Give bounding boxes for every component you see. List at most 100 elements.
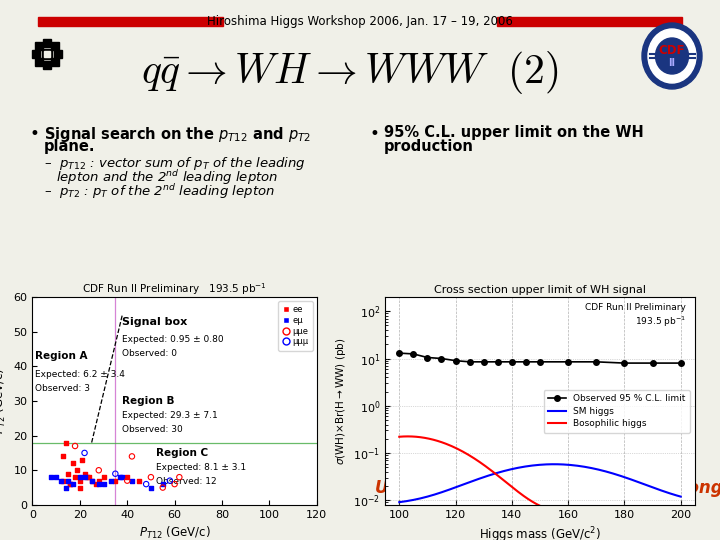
Line: SM higgs: SM higgs [400,464,680,502]
Text: CDF Run II Preliminary
193.5 pb$^{-1}$: CDF Run II Preliminary 193.5 pb$^{-1}$ [585,303,685,329]
Text: II: II [668,58,675,68]
Point [117,473,128,482]
Point [74,476,86,485]
SM higgs [470,477,479,484]
Point [72,466,84,475]
Point [74,483,86,492]
Point [93,480,104,488]
Point [81,473,93,482]
Text: plane.: plane. [44,139,96,154]
Title: CDF Run II Preliminary   193.5 pb$^{-1}$: CDF Run II Preliminary 193.5 pb$^{-1}$ [82,281,267,297]
SM higgs [395,499,404,505]
Line: Observed 95 % C.L. limit: Observed 95 % C.L. limit [397,350,683,366]
Observed 95 % C.L. limit [493,359,502,365]
Ellipse shape [642,23,702,89]
Observed 95 % C.L. limit [395,350,404,356]
Point [98,480,109,488]
Point [105,476,117,485]
Point [145,483,157,492]
Bar [32,50,40,58]
Point [122,476,133,485]
Observed 95 % C.L. limit [536,359,544,365]
Bar [44,51,50,57]
Observed 95 % C.L. limit [465,359,474,365]
Bar [43,61,51,69]
Text: production: production [384,139,474,154]
Point [55,476,66,485]
Ellipse shape [648,29,696,83]
Bar [35,42,43,50]
Point [145,473,157,482]
Point [67,459,78,468]
Bar [43,39,51,47]
Point [169,480,181,488]
Point [114,473,126,482]
Point [140,480,152,488]
Observed 95 % C.L. limit [676,360,685,366]
Bosophilic higgs [676,511,685,518]
Text: Expected: 6.2 ± 3.4: Expected: 6.2 ± 3.4 [35,370,125,379]
Point [60,483,71,492]
Bosophilic higgs [403,433,412,440]
Bosophilic higgs [395,434,404,440]
SM higgs [412,496,420,503]
Title: Cross section upper limit of WH signal: Cross section upper limit of WH signal [434,285,646,295]
SM higgs [549,461,558,468]
Text: CDF: CDF [659,44,685,57]
Text: 95% C.L. upper limit on the WH: 95% C.L. upper limit on the WH [384,125,644,140]
Text: –  $p_{T2}$ : $p_T$ of the 2$^{nd}$ leading lepton: – $p_{T2}$ : $p_T$ of the 2$^{nd}$ leadi… [44,182,275,201]
Observed 95 % C.L. limit [451,357,460,364]
Bosophilic higgs [449,443,457,450]
Point [76,456,88,464]
Observed 95 % C.L. limit [409,350,418,357]
Point [93,476,104,485]
Text: Expected: 0.95 ± 0.80: Expected: 0.95 ± 0.80 [122,335,224,344]
Bosophilic higgs [472,456,480,463]
Bar [497,17,682,25]
Text: $q\bar{q} \rightarrow WH \rightarrow WWW\ \ (2)$: $q\bar{q} \rightarrow WH \rightarrow WWW… [141,49,559,96]
Observed 95 % C.L. limit [423,354,432,361]
Point [45,473,57,482]
Bar [54,50,62,58]
Bar [42,49,52,59]
SM higgs [447,485,456,492]
Text: Expected: 8.1 ± 3.1: Expected: 8.1 ± 3.1 [156,463,246,472]
Text: –  $p_{T12}$ : vector sum of $p_T$ of the leading: – $p_{T12}$ : vector sum of $p_T$ of the… [44,155,306,172]
Text: Signal search on the $p_{T12}$ and $p_{T2}$: Signal search on the $p_{T12}$ and $p_{T… [44,125,311,144]
Point [133,476,145,485]
Text: Region A: Region A [35,352,87,361]
Point [84,473,95,482]
Bosophilic higgs [413,434,422,440]
Point [164,476,176,485]
Point [67,480,78,488]
Point [60,438,71,447]
Point [157,480,168,488]
Point [91,480,102,488]
Point [78,449,90,457]
Legend: ee, eμ, μμe, μμμ: ee, eμ, μμe, μμμ [278,301,312,350]
Observed 95 % C.L. limit [564,359,572,365]
Point [109,469,121,478]
Point [65,480,76,488]
X-axis label: Higgs mass (GeV/c$^2$): Higgs mass (GeV/c$^2$) [479,525,601,540]
Point [93,466,104,475]
Point [65,480,76,488]
Point [86,476,97,485]
Bar [51,42,59,50]
Point [50,473,62,482]
Text: Observed: 0: Observed: 0 [122,349,177,358]
Point [69,442,81,450]
Text: Region B: Region B [122,396,175,407]
Observed 95 % C.L. limit [620,360,629,366]
Text: Observed: 30: Observed: 30 [122,425,183,434]
Text: Expected: 29.3 ± 7.1: Expected: 29.3 ± 7.1 [122,411,218,420]
SM higgs [676,494,685,500]
Bar [35,58,43,66]
Text: Update with higher luminosity is ongoing.: Update with higher luminosity is ongoing… [375,479,720,497]
SM higgs [664,490,672,496]
Point [174,473,185,482]
Point [122,473,133,482]
Point [62,476,73,485]
Y-axis label: $\sigma$(WH)$\times$Br(H$\rightarrow$WW) (pb): $\sigma$(WH)$\times$Br(H$\rightarrow$WW)… [334,337,348,465]
Point [126,452,138,461]
